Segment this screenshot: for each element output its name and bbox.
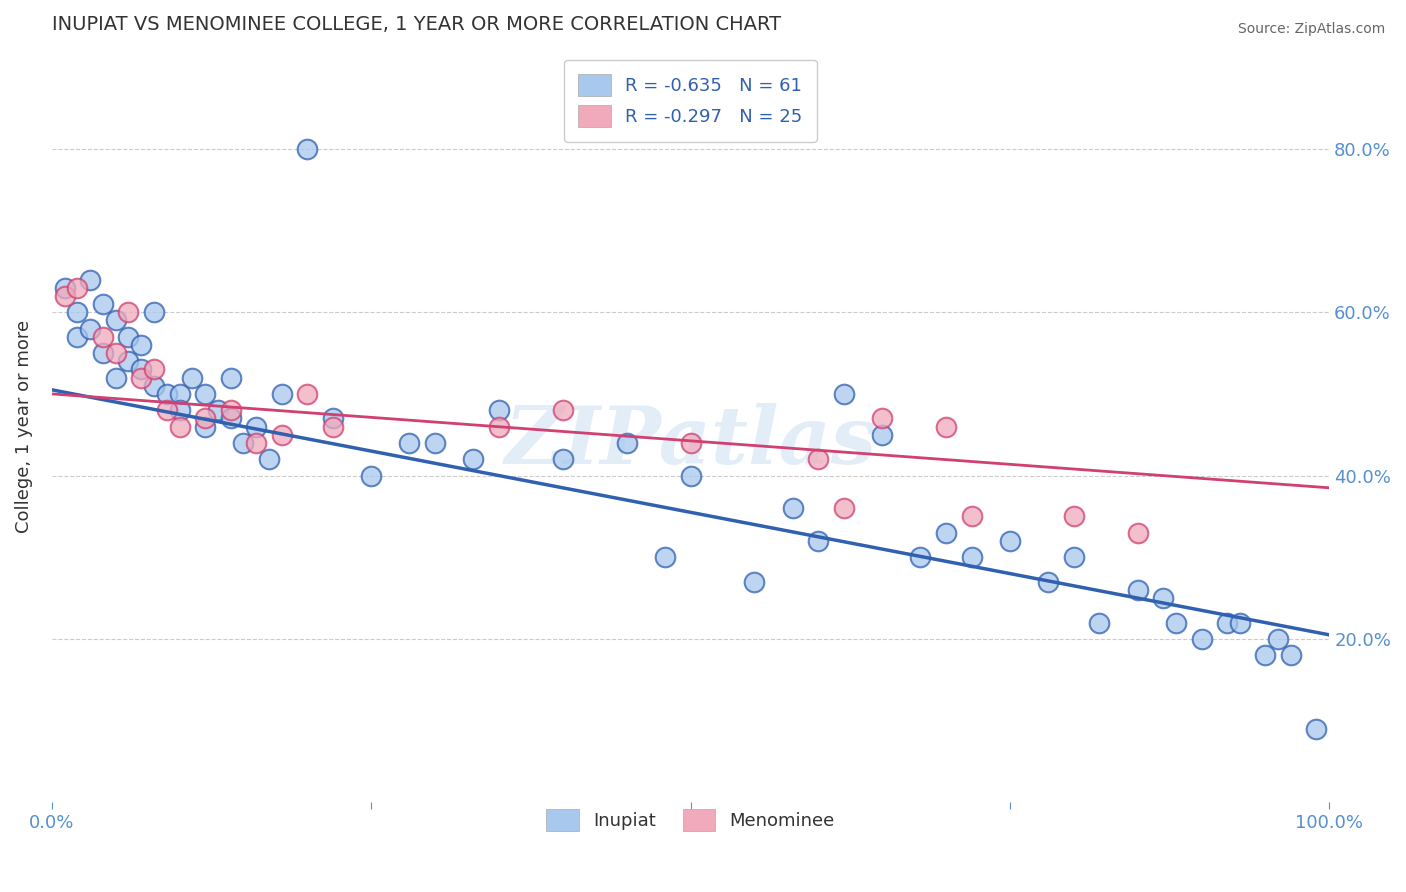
Point bbox=[1216, 615, 1239, 630]
Point bbox=[782, 501, 804, 516]
Point bbox=[322, 419, 344, 434]
Point bbox=[194, 387, 217, 401]
Point bbox=[91, 329, 114, 343]
Point bbox=[142, 378, 165, 392]
Point bbox=[156, 403, 179, 417]
Y-axis label: College, 1 year or more: College, 1 year or more bbox=[15, 320, 32, 533]
Point bbox=[219, 403, 242, 417]
Point bbox=[104, 313, 127, 327]
Point bbox=[960, 550, 983, 565]
Point bbox=[1088, 615, 1111, 630]
Point bbox=[1038, 574, 1060, 589]
Point bbox=[142, 305, 165, 319]
Point bbox=[297, 142, 319, 156]
Point bbox=[679, 436, 702, 450]
Point bbox=[1164, 615, 1187, 630]
Point bbox=[1279, 648, 1302, 663]
Point bbox=[169, 419, 191, 434]
Point bbox=[169, 387, 191, 401]
Point bbox=[463, 452, 485, 467]
Point bbox=[117, 305, 139, 319]
Point bbox=[1191, 632, 1213, 646]
Point bbox=[169, 403, 191, 417]
Point bbox=[117, 329, 139, 343]
Point bbox=[551, 403, 574, 417]
Point bbox=[194, 419, 217, 434]
Point bbox=[910, 550, 932, 565]
Point bbox=[66, 305, 89, 319]
Point bbox=[207, 403, 229, 417]
Point bbox=[270, 427, 292, 442]
Point bbox=[142, 362, 165, 376]
Point bbox=[870, 427, 893, 442]
Point bbox=[1254, 648, 1277, 663]
Point bbox=[398, 436, 420, 450]
Point bbox=[488, 419, 510, 434]
Point bbox=[654, 550, 676, 565]
Point bbox=[360, 468, 382, 483]
Point bbox=[117, 354, 139, 368]
Point bbox=[1126, 525, 1149, 540]
Point bbox=[219, 411, 242, 425]
Point bbox=[257, 452, 280, 467]
Point bbox=[1063, 550, 1085, 565]
Point bbox=[960, 509, 983, 524]
Point bbox=[744, 574, 766, 589]
Point bbox=[156, 387, 179, 401]
Point bbox=[551, 452, 574, 467]
Point bbox=[935, 419, 957, 434]
Point bbox=[53, 289, 76, 303]
Text: Source: ZipAtlas.com: Source: ZipAtlas.com bbox=[1237, 22, 1385, 37]
Point bbox=[129, 370, 152, 384]
Point bbox=[1229, 615, 1251, 630]
Point bbox=[129, 362, 152, 376]
Point bbox=[66, 329, 89, 343]
Point bbox=[807, 533, 830, 548]
Point bbox=[679, 468, 702, 483]
Point bbox=[1267, 632, 1289, 646]
Point bbox=[998, 533, 1021, 548]
Point bbox=[1063, 509, 1085, 524]
Point bbox=[270, 387, 292, 401]
Point bbox=[79, 321, 101, 335]
Point bbox=[104, 370, 127, 384]
Point bbox=[245, 436, 267, 450]
Point bbox=[79, 272, 101, 286]
Point bbox=[1152, 591, 1174, 605]
Point bbox=[129, 338, 152, 352]
Point bbox=[297, 387, 319, 401]
Point bbox=[181, 370, 204, 384]
Point bbox=[488, 403, 510, 417]
Point bbox=[91, 297, 114, 311]
Point bbox=[53, 281, 76, 295]
Point bbox=[232, 436, 254, 450]
Point bbox=[832, 387, 855, 401]
Point bbox=[616, 436, 638, 450]
Point bbox=[832, 501, 855, 516]
Text: ZIPatlas: ZIPatlas bbox=[505, 403, 876, 480]
Point bbox=[1126, 582, 1149, 597]
Point bbox=[935, 525, 957, 540]
Point bbox=[322, 411, 344, 425]
Legend: Inupiat, Menominee: Inupiat, Menominee bbox=[531, 795, 849, 846]
Point bbox=[66, 281, 89, 295]
Point bbox=[423, 436, 446, 450]
Point bbox=[807, 452, 830, 467]
Point bbox=[870, 411, 893, 425]
Point bbox=[1305, 722, 1327, 736]
Point bbox=[104, 346, 127, 360]
Point bbox=[245, 419, 267, 434]
Point bbox=[219, 370, 242, 384]
Text: INUPIAT VS MENOMINEE COLLEGE, 1 YEAR OR MORE CORRELATION CHART: INUPIAT VS MENOMINEE COLLEGE, 1 YEAR OR … bbox=[52, 15, 780, 34]
Point bbox=[194, 411, 217, 425]
Point bbox=[91, 346, 114, 360]
